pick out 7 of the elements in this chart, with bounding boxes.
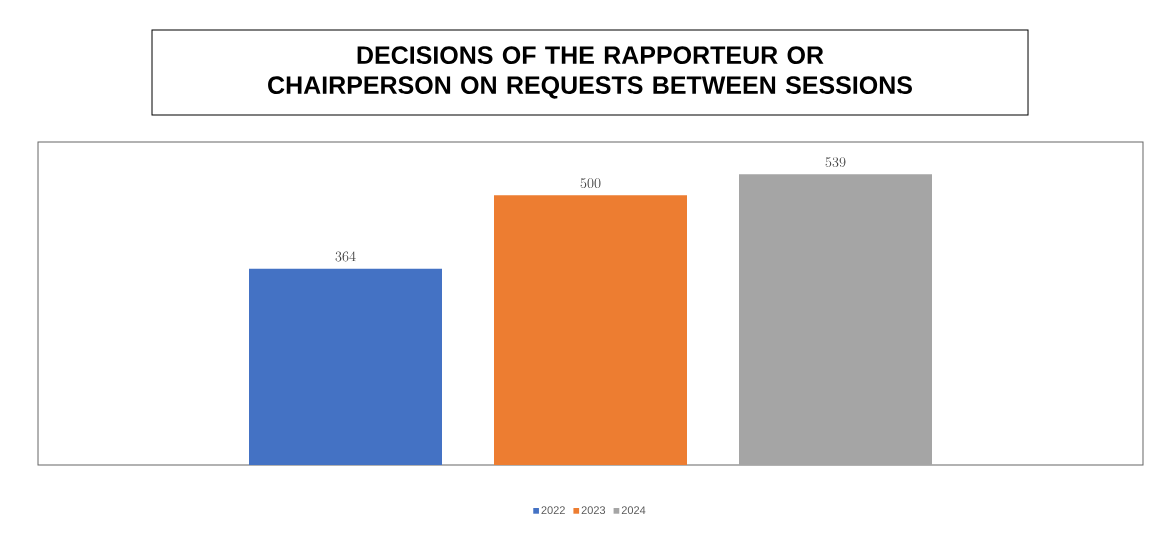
- legend-label: 2023: [581, 506, 606, 515]
- legend-label: 2022: [541, 506, 565, 515]
- legend-label: 2024: [621, 506, 646, 515]
- data-label: 539: [825, 157, 846, 168]
- data-label: 500: [580, 178, 601, 189]
- chart-title: DECISIONS OF THE RAPPORTEUR OR CHAIRPERSON ON REQUESTS BETWEEN SESSIONS: [268, 46, 912, 99]
- data-label: 364: [335, 251, 356, 262]
